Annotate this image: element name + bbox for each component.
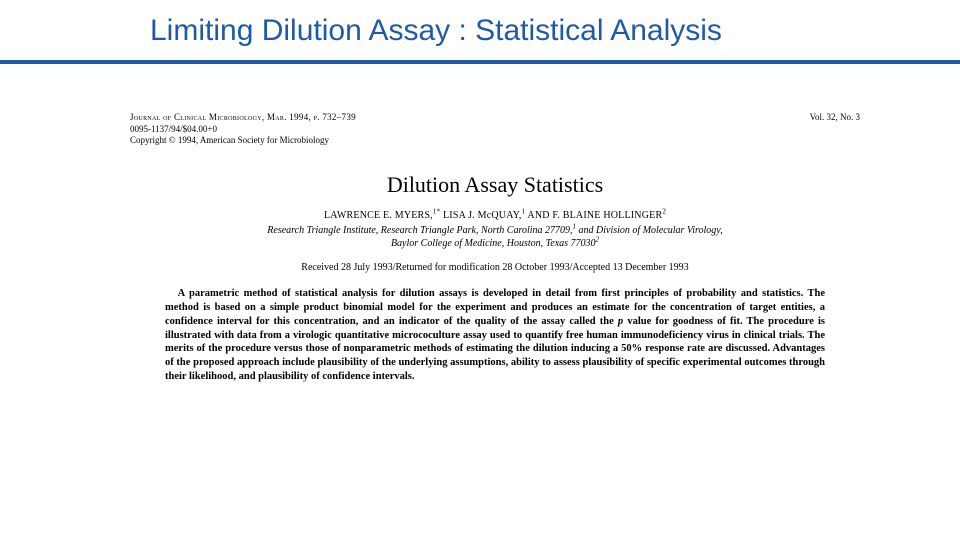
copyright-line: Copyright © 1994, American Society for M… bbox=[130, 135, 356, 147]
slide-title: Limiting Dilution Assay : Statistical An… bbox=[150, 14, 880, 48]
received-dates: Received 28 July 1993/Returned for modif… bbox=[130, 262, 860, 273]
journal-info: Journal of Clinical Microbiology, Mar. 1… bbox=[130, 112, 356, 147]
slide: Limiting Dilution Assay : Statistical An… bbox=[0, 0, 960, 540]
issn-line: 0095-1137/94/$04.00+0 bbox=[130, 124, 356, 136]
abstract: A parametric method of statistical analy… bbox=[165, 287, 825, 384]
authors: LAWRENCE E. MYERS,1* LISA J. McQUAY,1 AN… bbox=[130, 210, 860, 221]
slide-rule bbox=[0, 60, 960, 64]
paper-header: Journal of Clinical Microbiology, Mar. 1… bbox=[130, 112, 860, 150]
volume-info: Vol. 32, No. 3 bbox=[810, 112, 860, 124]
journal-line: Journal of Clinical Microbiology, Mar. 1… bbox=[130, 112, 356, 124]
paper-title: Dilution Assay Statistics bbox=[130, 172, 860, 198]
paper-excerpt: Journal of Clinical Microbiology, Mar. 1… bbox=[130, 112, 860, 384]
affiliations: Research Triangle Institute, Research Tr… bbox=[130, 225, 860, 250]
